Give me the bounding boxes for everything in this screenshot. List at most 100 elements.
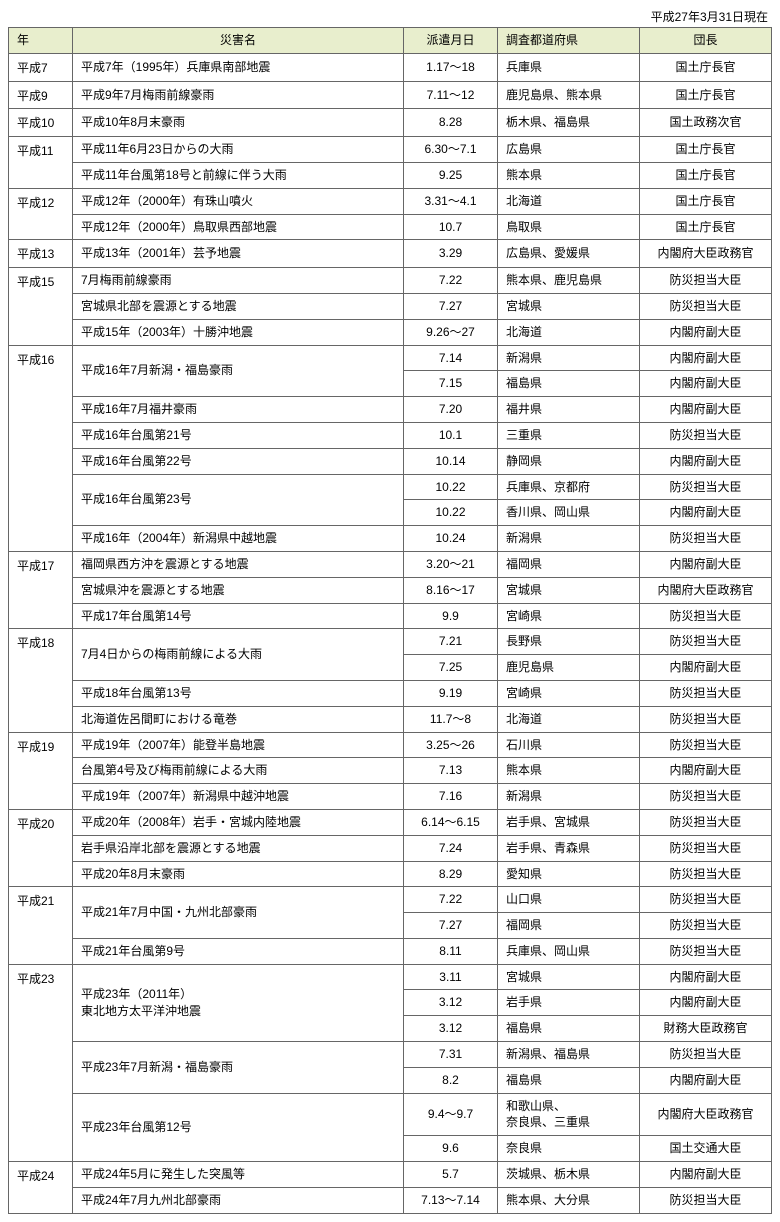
cell-prefecture: 岩手県、青森県 <box>498 835 640 861</box>
col-header-pref: 調査都道府県 <box>498 28 640 54</box>
cell-disaster-name: 平成16年台風第22号 <box>73 448 404 474</box>
cell-prefecture: 熊本県 <box>498 758 640 784</box>
cell-prefecture: 静岡県 <box>498 448 640 474</box>
cell-disaster-name: 北海道佐呂間町における竜巻 <box>73 706 404 732</box>
cell-dispatch-date: 1.17～18 <box>404 53 498 81</box>
cell-year: 平成12 <box>9 188 73 240</box>
cell-dispatch-date: 8.16～17 <box>404 577 498 603</box>
cell-dispatch-date: 9.26～27 <box>404 319 498 345</box>
cell-prefecture: 岩手県 <box>498 990 640 1016</box>
cell-dispatch-date: 3.29 <box>404 240 498 268</box>
cell-dispatch-date: 7.13～7.14 <box>404 1187 498 1213</box>
cell-year: 平成10 <box>9 109 73 137</box>
cell-dispatch-date: 7.22 <box>404 887 498 913</box>
cell-prefecture: 兵庫県 <box>498 53 640 81</box>
cell-prefecture: 茨城県、栃木県 <box>498 1162 640 1188</box>
cell-disaster-name: 平成11年台風第18号と前線に伴う大雨 <box>73 162 404 188</box>
cell-prefecture: 兵庫県、岡山県 <box>498 938 640 964</box>
cell-dispatch-date: 3.25～26 <box>404 732 498 758</box>
cell-dispatch-date: 5.7 <box>404 1162 498 1188</box>
cell-disaster-name: 平成21年7月中国・九州北部豪雨 <box>73 887 404 939</box>
cell-leader: 内閣府副大臣 <box>640 964 772 990</box>
cell-leader: 内閣府副大臣 <box>640 1067 772 1093</box>
cell-prefecture: 福島県 <box>498 1016 640 1042</box>
cell-dispatch-date: 10.22 <box>404 474 498 500</box>
table-row: 平成23平成23年（2011年） 東北地方太平洋沖地震3.11宮城県内閣府副大臣 <box>9 964 772 990</box>
cell-leader: 防災担当大臣 <box>640 422 772 448</box>
cell-disaster-name: 平成15年（2003年）十勝沖地震 <box>73 319 404 345</box>
cell-leader: 内閣府副大臣 <box>640 448 772 474</box>
table-row: 平成16平成16年7月新潟・福島豪雨7.14新潟県内閣府副大臣 <box>9 345 772 371</box>
cell-disaster-name: 平成9年7月梅雨前線豪雨 <box>73 81 404 109</box>
cell-disaster-name: 台風第4号及び梅雨前線による大雨 <box>73 758 404 784</box>
cell-dispatch-date: 3.11 <box>404 964 498 990</box>
cell-prefecture: 岩手県、宮城県 <box>498 809 640 835</box>
cell-prefecture: 熊本県 <box>498 162 640 188</box>
cell-disaster-name: 平成13年（2001年）芸予地震 <box>73 240 404 268</box>
cell-disaster-name: 平成20年8月末豪雨 <box>73 861 404 887</box>
cell-dispatch-date: 7.27 <box>404 293 498 319</box>
cell-dispatch-date: 9.25 <box>404 162 498 188</box>
cell-disaster-name: 7月4日からの梅雨前線による大雨 <box>73 629 404 681</box>
cell-dispatch-date: 10.14 <box>404 448 498 474</box>
cell-disaster-name: 岩手県沿岸北部を震源とする地震 <box>73 835 404 861</box>
table-row: 宮城県沖を震源とする地震8.16～17宮城県内閣府大臣政務官 <box>9 577 772 603</box>
cell-leader: 防災担当大臣 <box>640 1187 772 1213</box>
cell-leader: 国土庁長官 <box>640 81 772 109</box>
cell-prefecture: 福井県 <box>498 397 640 423</box>
cell-dispatch-date: 6.14～6.15 <box>404 809 498 835</box>
cell-dispatch-date: 10.22 <box>404 500 498 526</box>
cell-year: 平成20 <box>9 809 73 886</box>
cell-disaster-name: 平成16年台風第23号 <box>73 474 404 526</box>
cell-prefecture: 福岡県 <box>498 913 640 939</box>
cell-prefecture: 三重県 <box>498 422 640 448</box>
cell-disaster-name: 宮城県沖を震源とする地震 <box>73 577 404 603</box>
cell-dispatch-date: 3.12 <box>404 990 498 1016</box>
cell-year: 平成7 <box>9 53 73 81</box>
cell-dispatch-date: 7.14 <box>404 345 498 371</box>
table-row: 平成157月梅雨前線豪雨7.22熊本県、鹿児島県防災担当大臣 <box>9 268 772 294</box>
cell-dispatch-date: 9.19 <box>404 680 498 706</box>
cell-disaster-name: 平成24年5月に発生した突風等 <box>73 1162 404 1188</box>
cell-prefecture: 宮城県 <box>498 964 640 990</box>
cell-year: 平成9 <box>9 81 73 109</box>
cell-leader: 国土庁長官 <box>640 53 772 81</box>
cell-prefecture: 福島県 <box>498 371 640 397</box>
cell-dispatch-date: 10.7 <box>404 214 498 240</box>
cell-leader: 国土庁長官 <box>640 188 772 214</box>
cell-leader: 防災担当大臣 <box>640 887 772 913</box>
cell-leader: 防災担当大臣 <box>640 861 772 887</box>
table-row: 平成18年台風第13号9.19宮崎県防災担当大臣 <box>9 680 772 706</box>
cell-disaster-name: 宮城県北部を震源とする地震 <box>73 293 404 319</box>
table-row: 平成12年（2000年）鳥取県西部地震10.7鳥取県国土庁長官 <box>9 214 772 240</box>
table-row: 平成19平成19年（2007年）能登半島地震3.25～26石川県防災担当大臣 <box>9 732 772 758</box>
cell-disaster-name: 平成23年7月新潟・福島豪雨 <box>73 1042 404 1094</box>
cell-prefecture: 鳥取県 <box>498 214 640 240</box>
cell-dispatch-date: 7.13 <box>404 758 498 784</box>
cell-dispatch-date: 7.20 <box>404 397 498 423</box>
cell-dispatch-date: 7.15 <box>404 371 498 397</box>
table-row: 平成21年台風第9号8.11兵庫県、岡山県防災担当大臣 <box>9 938 772 964</box>
disaster-survey-table: 年 災害名 派遣月日 調査都道府県 団長 平成7平成7年（1995年）兵庫県南部… <box>8 27 772 1214</box>
cell-leader: 防災担当大臣 <box>640 835 772 861</box>
table-row: 平成10平成10年8月末豪雨8.28栃木県、福島県国土政務次官 <box>9 109 772 137</box>
cell-leader: 防災担当大臣 <box>640 938 772 964</box>
cell-prefecture: 栃木県、福島県 <box>498 109 640 137</box>
cell-prefecture: 香川県、岡山県 <box>498 500 640 526</box>
cell-leader: 防災担当大臣 <box>640 809 772 835</box>
cell-dispatch-date: 7.24 <box>404 835 498 861</box>
cell-disaster-name: 平成19年（2007年）新潟県中越沖地震 <box>73 784 404 810</box>
cell-prefecture: 鹿児島県、熊本県 <box>498 81 640 109</box>
cell-prefecture: 宮崎県 <box>498 603 640 629</box>
table-row: 平成13平成13年（2001年）芸予地震3.29広島県、愛媛県内閣府大臣政務官 <box>9 240 772 268</box>
cell-leader: 国土庁長官 <box>640 214 772 240</box>
cell-dispatch-date: 8.29 <box>404 861 498 887</box>
cell-leader: 防災担当大臣 <box>640 913 772 939</box>
cell-prefecture: 新潟県、福島県 <box>498 1042 640 1068</box>
table-row: 平成15年（2003年）十勝沖地震9.26～27北海道内閣府副大臣 <box>9 319 772 345</box>
cell-prefecture: 鹿児島県 <box>498 655 640 681</box>
cell-disaster-name: 福岡県西方沖を震源とする地震 <box>73 551 404 577</box>
table-row: 平成187月4日からの梅雨前線による大雨7.21長野県防災担当大臣 <box>9 629 772 655</box>
cell-disaster-name: 平成20年（2008年）岩手・宮城内陸地震 <box>73 809 404 835</box>
cell-disaster-name: 平成24年7月九州北部豪雨 <box>73 1187 404 1213</box>
